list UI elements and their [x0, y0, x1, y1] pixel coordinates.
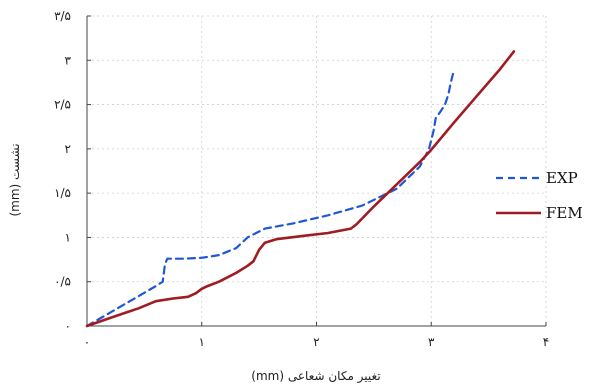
y-tick-label: ۳/۵: [54, 9, 71, 23]
legend: EXP FEM: [496, 169, 583, 222]
series-line-exp: [85, 68, 456, 328]
x-tick-label: ۱: [199, 335, 205, 349]
y-tick-label: ۱/۵: [54, 186, 71, 200]
x-tick-label: ۲: [313, 335, 319, 349]
y-tick-label: ۰/۵: [54, 275, 71, 289]
y-tick-label: ۰: [65, 319, 71, 333]
y-axis-ticks: ۰ ۰/۵ ۱ ۱/۵ ۲ ۲/۵ ۳ ۳/۵: [54, 9, 91, 333]
y-tick-label: ۲/۵: [54, 98, 71, 112]
legend-label-fem: FEM: [546, 204, 583, 222]
y-tick-label: ۲: [65, 142, 71, 156]
grid-lines: [87, 15, 547, 326]
series-line-fem: [85, 50, 516, 328]
x-tick-label: ۴: [543, 335, 549, 349]
y-axis-title: نشست (mm): [8, 143, 22, 216]
x-tick-label: ۳: [428, 335, 435, 349]
x-axis-title: تغییر مکان شعاعی (mm): [251, 369, 380, 384]
x-tick-label: ۰: [84, 335, 90, 349]
y-tick-label: ۳: [65, 53, 72, 67]
x-axis-ticks: ۰ ۱ ۲ ۳ ۴: [84, 322, 549, 349]
legend-label-exp: EXP: [546, 169, 578, 187]
series-lines: [85, 50, 516, 328]
y-tick-label: ۱: [65, 230, 71, 244]
